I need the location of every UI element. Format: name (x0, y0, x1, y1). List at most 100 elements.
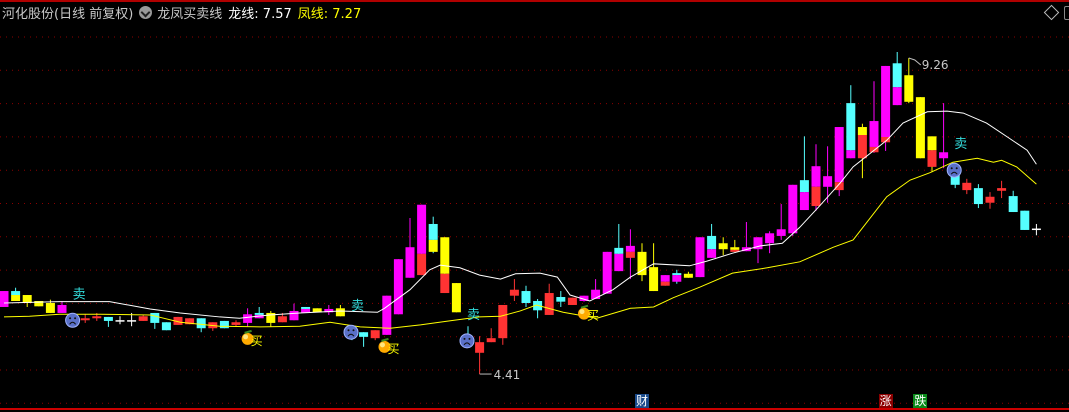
candle-body (544, 293, 554, 315)
candle-body (498, 304, 508, 339)
orange-leaf (244, 329, 252, 334)
sad-face-eye (352, 329, 355, 332)
sad-face-eye (74, 317, 77, 320)
sad-face-icon (459, 333, 475, 349)
candle-body (939, 152, 949, 159)
candle-body (973, 188, 983, 205)
candle-body-bottom (869, 146, 879, 153)
candle-body-top (417, 204, 427, 254)
candle-body (324, 308, 334, 313)
buy-signal-label: 买 (587, 309, 599, 323)
candle-body-top (892, 63, 902, 88)
candle-body (1020, 210, 1030, 230)
orange-leaf (381, 337, 389, 342)
candle-body (45, 302, 55, 313)
candle-body (277, 316, 287, 323)
sad-face-mouth (463, 342, 471, 346)
sell-signal-label: 卖 (73, 287, 86, 302)
candle-body (486, 338, 496, 343)
candle-body-bottom (614, 253, 624, 272)
sad-face-icon (946, 162, 962, 178)
candle-body (266, 312, 276, 323)
long-line (3, 110, 1037, 319)
candle-body-top (707, 235, 717, 250)
chevron-down-circle-icon[interactable] (139, 5, 153, 19)
candle-body (57, 304, 67, 313)
sad-face-icon (65, 312, 81, 328)
stock-title: 河化股份(日线 前复权) (2, 6, 134, 22)
candle-body-bottom (625, 251, 635, 258)
orange-leaf (580, 304, 589, 309)
candle-body (985, 196, 995, 203)
candle-body-bottom (834, 182, 844, 191)
sell-signal-label: 卖 (351, 299, 364, 314)
candle-body (765, 233, 775, 244)
candle-body (173, 316, 183, 325)
candle-body-top (440, 237, 450, 274)
candle-body-bottom (707, 249, 717, 258)
sad-face-icon (343, 324, 359, 340)
candle-body (219, 320, 229, 329)
candle-body (80, 318, 90, 321)
candle-body (602, 251, 612, 294)
candle-body-top (11, 291, 21, 296)
candle-body (649, 267, 659, 292)
candle-body (567, 297, 577, 305)
candle-body-bottom (846, 150, 856, 159)
candle-body (138, 316, 148, 321)
buy-signal-label: 买 (251, 334, 263, 348)
high-price-label: 9.26 (922, 58, 949, 72)
orange-highlight (579, 309, 585, 315)
sad-face-eye (69, 317, 72, 320)
indicator-name[interactable]: 龙凤买卖线 (157, 6, 223, 22)
feng-line-value: 凤线: 7.27 (297, 6, 362, 22)
candle-body (393, 259, 403, 315)
candle-body (475, 342, 485, 353)
candle-body-bottom (417, 253, 427, 276)
candle-body (1008, 196, 1018, 213)
sad-face-eye (347, 329, 350, 332)
candle-body (683, 273, 693, 278)
event-marker[interactable]: 跌 (913, 394, 928, 408)
sad-face-eye (468, 337, 471, 340)
candle-body (509, 289, 519, 296)
candle-body (185, 318, 195, 325)
candle-body (243, 314, 253, 323)
candle-body-bottom (881, 136, 891, 143)
candle-body-bottom (811, 186, 821, 207)
candle-body (312, 308, 322, 313)
candle-body (150, 312, 160, 323)
candle-body-bottom (301, 308, 311, 313)
candle-body (289, 310, 299, 321)
candle-body (823, 176, 833, 187)
candle-body-bottom (672, 275, 682, 282)
candle-body (915, 97, 925, 159)
candle-body (34, 301, 44, 307)
candle-body (92, 316, 102, 319)
candle-body (0, 291, 9, 307)
sad-face-mouth (69, 321, 76, 325)
event-marker[interactable]: 涨 (878, 394, 893, 408)
panel-toggle-button[interactable] (1064, 6, 1069, 20)
orange-highlight (379, 342, 385, 348)
candle-body (103, 316, 113, 321)
candle-body-top (846, 103, 856, 151)
candle-body-top (625, 245, 635, 252)
top-border (0, 0, 1069, 2)
candle-body-top (672, 273, 682, 276)
candle-body-bottom (799, 192, 809, 211)
sad-face-mouth (347, 333, 355, 337)
candle-body-top (869, 121, 879, 147)
event-marker[interactable]: 财 (635, 394, 649, 408)
candle-body-bottom (660, 281, 670, 286)
feng-line (3, 157, 1037, 329)
candle-body-top (834, 127, 844, 183)
candle-body (556, 297, 566, 302)
candle-body (405, 247, 415, 278)
candle-body-bottom (11, 295, 21, 301)
candle-body-top (799, 180, 809, 193)
candle-body (22, 295, 32, 303)
candle-body-top (881, 65, 891, 137)
sad-face-eye (463, 337, 466, 340)
candle-body-top (301, 306, 311, 309)
